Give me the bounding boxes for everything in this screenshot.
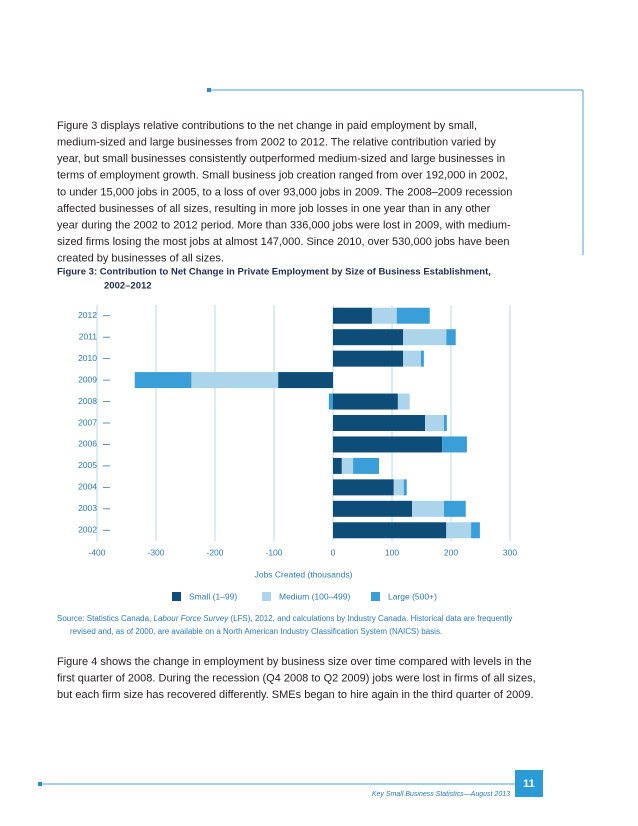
paragraph-line: first quarter of 2008. During the recess… bbox=[57, 673, 536, 685]
y-tick-label: 2006 bbox=[78, 439, 97, 449]
bar-segment bbox=[446, 522, 472, 539]
y-tick-label: 2008 bbox=[78, 396, 97, 406]
figure-title: 2002–2012 bbox=[104, 281, 152, 292]
bar-segment bbox=[333, 479, 394, 496]
legend-label: Large (500+) bbox=[388, 591, 437, 601]
bar-segment bbox=[333, 415, 426, 431]
x-tick-label: 0 bbox=[331, 547, 336, 557]
y-tick-label: 2005 bbox=[78, 460, 97, 470]
legend-swatch bbox=[262, 592, 271, 601]
source-part: Source: Statistics Canada, bbox=[57, 614, 154, 623]
paragraph-line: terms of employment growth. Small busine… bbox=[57, 170, 508, 182]
bar-segment bbox=[446, 329, 456, 346]
y-tick-label: 2007 bbox=[78, 417, 97, 427]
paragraph-line: Figure 3 displays relative contributions… bbox=[57, 120, 477, 132]
bar-segment bbox=[333, 522, 447, 539]
bar-segment bbox=[403, 329, 447, 346]
x-tick-label: 300 bbox=[503, 547, 517, 557]
paragraph-line: sized firms losing the most jobs at almo… bbox=[57, 236, 510, 248]
bar-segment bbox=[333, 500, 413, 517]
y-tick-label: 2012 bbox=[78, 310, 97, 320]
bar-segment bbox=[371, 307, 397, 324]
bar-segment bbox=[412, 500, 444, 517]
y-tick-label: 2009 bbox=[78, 374, 97, 384]
x-axis-label: Jobs Created (thousands) bbox=[255, 569, 353, 579]
x-tick-label: -400 bbox=[88, 547, 105, 557]
bar-segment bbox=[393, 479, 404, 496]
paragraph-line: created by businesses of all sizes. bbox=[57, 253, 224, 265]
paragraph-line: year, but small businesses consistently … bbox=[57, 153, 505, 165]
paragraph-line: affected businesses of all sizes, result… bbox=[57, 203, 491, 215]
legend-swatch bbox=[371, 592, 380, 601]
y-tick-label: 2003 bbox=[78, 503, 97, 513]
x-tick-label: -200 bbox=[206, 547, 223, 557]
bar-segment bbox=[396, 307, 430, 324]
bar-segment bbox=[353, 457, 380, 474]
paragraph-line: to under 15,000 jobs in 2005, to a loss … bbox=[57, 186, 512, 198]
bar-segment bbox=[278, 372, 333, 389]
paragraph-line: medium-sized and large businesses from 2… bbox=[57, 137, 496, 149]
figure-title: Figure 3: Contribution to Net Change in … bbox=[57, 267, 491, 278]
bar-segment bbox=[425, 415, 444, 431]
source: Source: Statistics Canada, Labour Force … bbox=[57, 614, 512, 623]
bar-segment bbox=[333, 436, 443, 453]
bar-segment bbox=[443, 415, 447, 431]
legend-label: Medium (100–499) bbox=[279, 591, 351, 601]
y-tick-label: 2004 bbox=[78, 482, 97, 492]
decoration bbox=[38, 88, 584, 797]
x-tick-label: 100 bbox=[385, 547, 399, 557]
bar-segment bbox=[333, 307, 372, 324]
bar-segment bbox=[403, 350, 421, 367]
paragraph-line: but each firm size has recovered differe… bbox=[57, 689, 534, 701]
source: revised and, as of 2000, are available o… bbox=[70, 627, 442, 636]
bar-segment bbox=[333, 350, 404, 367]
bar-segment bbox=[341, 457, 354, 474]
y-tick-label: 2011 bbox=[79, 331, 98, 341]
x-tick-label: 200 bbox=[444, 547, 458, 557]
bar-segment bbox=[442, 436, 467, 453]
page-number: 11 bbox=[523, 778, 535, 790]
bar-segment bbox=[333, 457, 342, 474]
bar-segment bbox=[397, 393, 410, 410]
bar-segment bbox=[134, 372, 192, 389]
legend-label: Small (1–99) bbox=[189, 591, 237, 601]
paragraph-line: year during the 2002 to 2012 period. Mor… bbox=[57, 220, 511, 232]
source-part: Labour Force Survey bbox=[154, 614, 230, 623]
source-part: (LFS), 2012, and calculations by Industr… bbox=[228, 614, 512, 623]
x-tick-label: -300 bbox=[147, 547, 164, 557]
y-tick-label: 2002 bbox=[78, 525, 97, 535]
bar-segment bbox=[443, 500, 466, 517]
bar-segment bbox=[328, 393, 333, 410]
bar-segment bbox=[403, 479, 407, 496]
paragraph-line: Figure 4 shows the change in employment … bbox=[57, 656, 531, 668]
footer-text: Key Small Business Statistics—August 201… bbox=[372, 791, 510, 798]
y-tick-label: 2010 bbox=[78, 353, 97, 363]
x-tick-label: -100 bbox=[265, 547, 282, 557]
bar-segment bbox=[333, 393, 398, 410]
bar-segment bbox=[191, 372, 279, 389]
legend-swatch bbox=[172, 592, 181, 601]
bar-segment bbox=[333, 329, 404, 346]
bar-segment bbox=[471, 522, 480, 539]
bar-segment bbox=[420, 350, 424, 367]
